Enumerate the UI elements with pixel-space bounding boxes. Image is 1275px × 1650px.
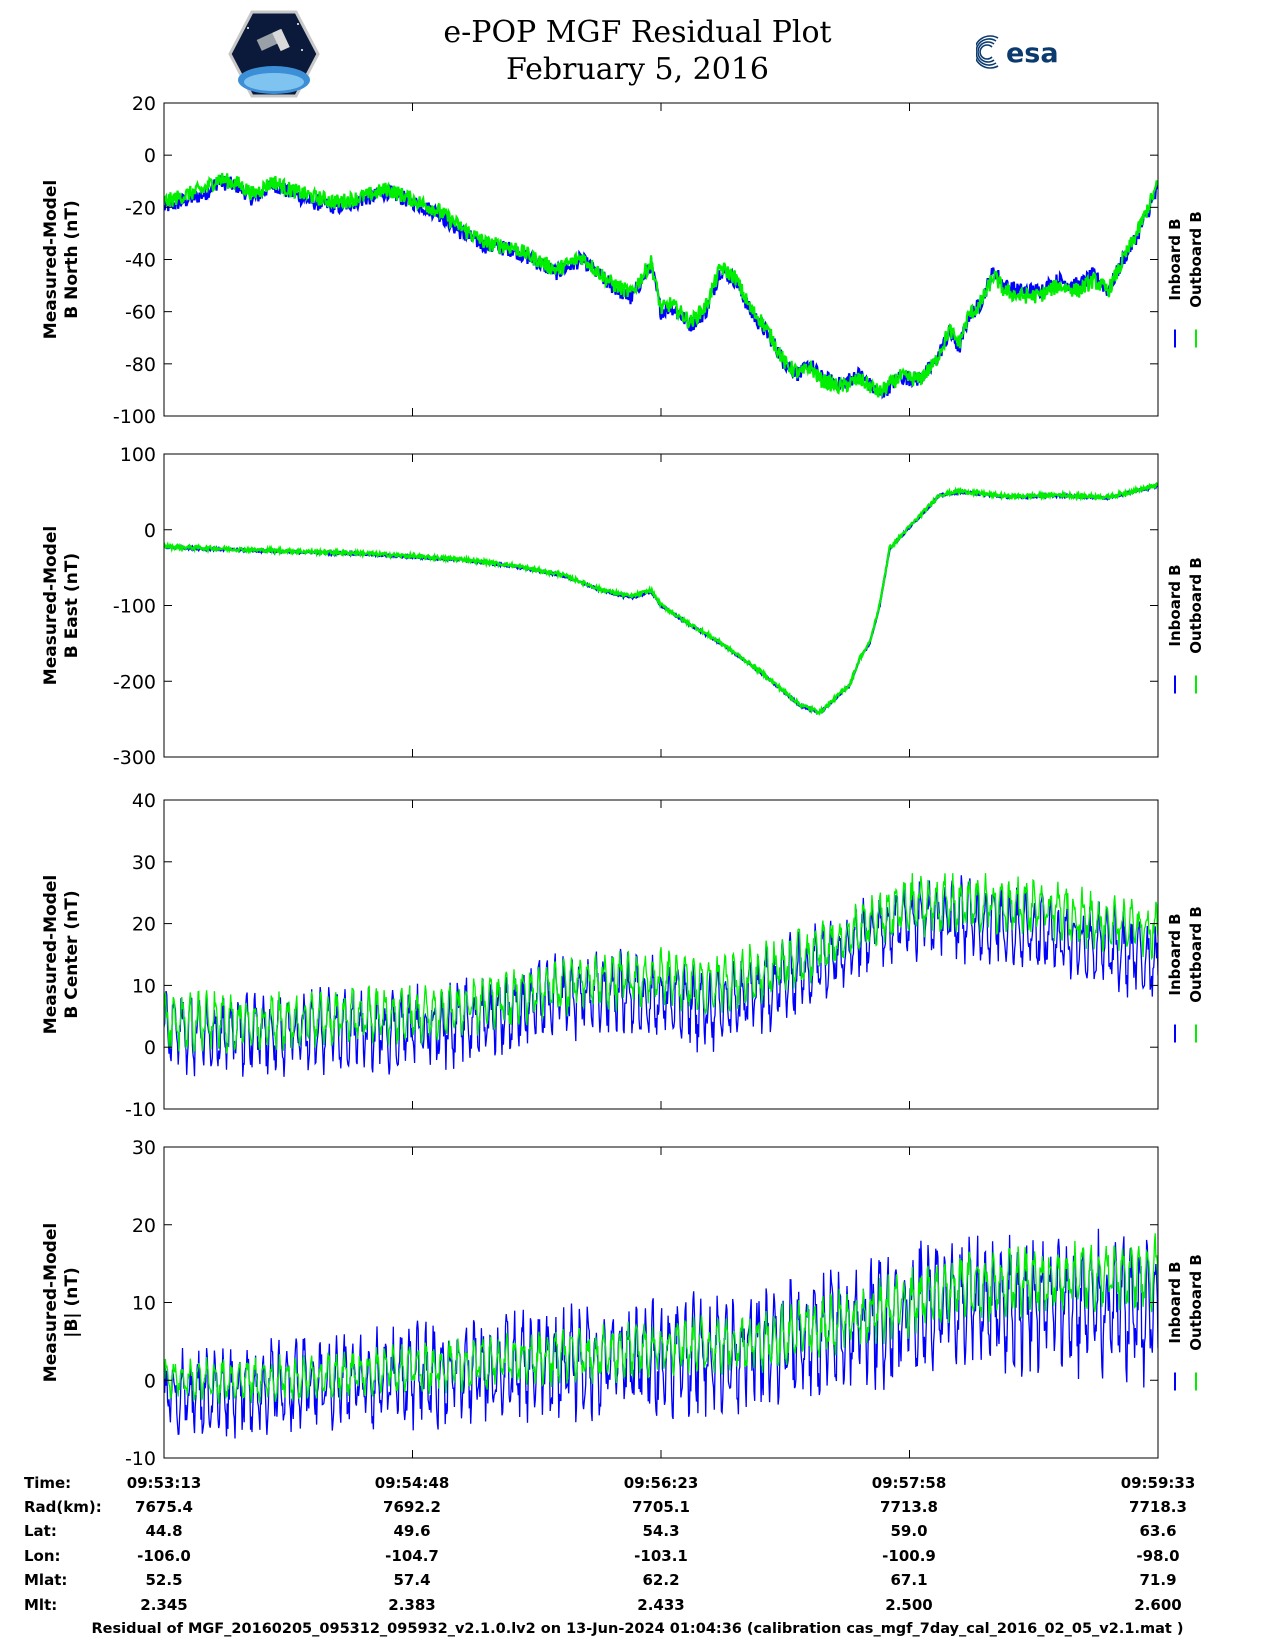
y-tick-label: 0: [144, 1370, 156, 1392]
y-tick-label: 20: [132, 1215, 156, 1237]
y-tick-label: 20: [132, 914, 156, 936]
y-tick-label: 10: [132, 1293, 156, 1315]
series-inboard-line: [164, 483, 1158, 715]
title-line-2: February 5, 2016: [505, 52, 769, 87]
series-inboard-line: [164, 875, 1158, 1077]
y-tick-label: -300: [113, 747, 156, 769]
y-tick-label: -100: [113, 406, 156, 428]
legend-outboard-label: Outboard B: [1187, 906, 1205, 1003]
legend-inboard-label: Inboard B: [1166, 218, 1184, 300]
y-axis-label: Measured-ModelB Center (nT): [41, 875, 82, 1034]
y-tick-label: 10: [132, 975, 156, 997]
panel-3: -10 0 10 20 30 40 Measured-ModelB Center (nT) I…: [41, 790, 1205, 1121]
legend-inboard-label: Inboard B: [1166, 1261, 1184, 1343]
y-tick-label: -20: [125, 197, 156, 219]
esa-logo-text: esa: [1006, 38, 1059, 69]
y-axis-label-line: B North (nT): [62, 200, 82, 319]
caption: Residual of MGF_20160205_095312_095932_v…: [91, 1621, 1184, 1637]
y-axis-label-line: Measured-Model: [41, 526, 61, 685]
series-outboard-line: [164, 873, 1158, 1054]
series-outboard-line: [164, 172, 1158, 398]
y-axis-label-line: Measured-Model: [41, 180, 61, 339]
plot-frame: [163, 102, 1159, 417]
y-tick-label: -40: [125, 250, 156, 272]
y-axis-label: Measured-ModelB North (nT): [41, 180, 82, 339]
y-tick-label: -10: [125, 1448, 156, 1470]
y-tick-label: 20: [132, 93, 156, 115]
chart-title: e-POP MGF Residual Plot February 5, 2016: [0, 14, 1275, 88]
y-tick-label: 30: [132, 1137, 156, 1159]
plot-frame: [163, 1146, 1159, 1459]
y-axis-label: Measured-Model|B| (nT): [41, 1223, 82, 1382]
panel-1: -100 -80 -60 -40 -20 0 20 Measured-ModelB North…: [41, 93, 1205, 428]
panel-2: -300 -200 -100 0 100 Measured-ModelB East (nT…: [41, 444, 1205, 769]
y-tick-label: -80: [125, 354, 156, 376]
y-tick-label: -200: [113, 671, 156, 693]
title-line-1: e-POP MGF Residual Plot: [443, 15, 832, 50]
y-tick-label: 0: [144, 520, 156, 542]
y-tick-label: -100: [113, 596, 156, 618]
legend-outboard-label: Outboard B: [1187, 557, 1205, 654]
y-tick-label: 40: [132, 790, 156, 812]
legend-inboard-label: Inboard B: [1166, 913, 1184, 995]
y-axis-label: Measured-ModelB East (nT): [41, 526, 82, 685]
legend-outboard-label: Outboard B: [1187, 211, 1205, 308]
y-axis-label-line: |B| (nT): [62, 1267, 82, 1338]
y-tick-label: -60: [125, 302, 156, 324]
series-outboard-line: [164, 1233, 1158, 1405]
cassiope-satellite-logo-icon: [228, 10, 320, 98]
y-axis-label-line: B East (nT): [62, 553, 82, 658]
y-tick-label: 100: [120, 444, 156, 466]
panel-4: -10 0 10 20 30 Measured-Model|B| (nT) Inboard …: [41, 1137, 1205, 1470]
y-tick-label: 0: [144, 145, 156, 167]
y-tick-label: 0: [144, 1037, 156, 1059]
legend-inboard-label: Inboard B: [1166, 564, 1184, 646]
y-axis-label-line: B Center (nT): [62, 890, 82, 1018]
esa-logo-icon: esa: [973, 32, 1096, 76]
y-axis-label-line: Measured-Model: [41, 875, 61, 1034]
y-tick-label: 30: [132, 852, 156, 874]
legend-outboard-label: Outboard B: [1187, 1254, 1205, 1351]
y-axis-label-line: Measured-Model: [41, 1223, 61, 1382]
series-outboard-line: [164, 481, 1158, 716]
y-tick-label: -10: [125, 1099, 156, 1121]
